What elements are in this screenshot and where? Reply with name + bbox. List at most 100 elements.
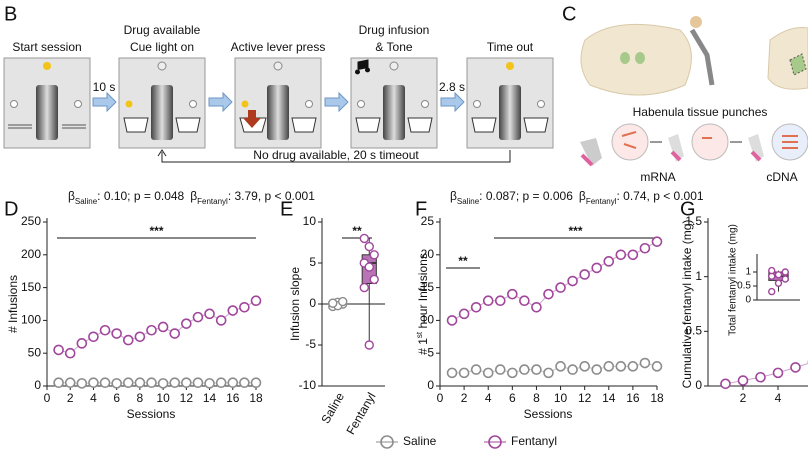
x-tick-label: 4 [90,391,97,405]
x-tick-label: 18 [249,391,263,405]
y-tick-label: 100 [21,313,41,327]
data-point [482,295,494,307]
x-axis-label: Sessions [524,407,573,421]
caption: mRNA [640,170,675,184]
data-point [768,266,776,275]
data-point [169,377,181,389]
data-point [88,377,99,389]
data-point [543,367,554,379]
data-point [364,241,374,252]
data-point [458,367,470,379]
step-label: Cue light on [130,40,194,54]
y-tick-label: 0.5 [737,281,751,292]
step-label: & Tone [375,40,412,54]
data-point [651,361,663,372]
data-point [603,361,615,372]
stats: βSaline: 0.087; p = 0.006 βFentanyl: 0.74… [450,189,704,205]
loop-label: No drug available, 20 s timeout [253,148,419,162]
x-tick-label: 14 [203,391,217,405]
data-point [627,361,639,372]
data-point [64,347,76,359]
x-tick-label: 2 [67,391,74,405]
delay-label: 10 s [93,80,116,94]
y-tick-label: -10 [299,378,317,392]
x-tick-label: 12 [180,391,194,405]
data-point [639,242,651,254]
text-part: : 0.74, p < 0.001 [617,189,704,203]
data-point [192,311,204,323]
data-point [88,331,99,343]
data-point [615,249,627,261]
data-point [470,364,482,375]
data-point [169,328,181,339]
text-part: st [415,331,424,338]
y-tick-label: 5 [427,345,434,359]
data-point [720,378,731,390]
data-point [76,378,88,389]
y-tick-label: 1 [695,269,702,283]
panel-label: C [562,3,576,25]
caption: Habenula tissue punches [633,105,768,119]
data-point [239,377,250,389]
data-point [774,271,783,279]
panel-label: G [680,198,696,220]
x-tick-label: 18 [650,391,664,405]
data-point [359,233,369,244]
lever-slots [36,85,521,140]
data-point [250,377,262,389]
y-tick-label: 20 [421,247,435,261]
data-point [519,364,530,375]
data-point [338,296,348,307]
data-point [146,377,157,389]
data-point [76,338,88,349]
text-part: : 3.79, p < 0.001 [228,189,315,203]
x-tick-label: 10 [554,391,568,405]
data-point [494,295,506,307]
y-tick-label: 15 [421,280,435,294]
loop-arrow [157,149,511,163]
delay-label: 2.8 s [439,80,465,94]
y-axis-label: Total fentanyl intake (mg) [728,224,739,336]
y-tick-label: -5 [305,337,316,351]
data-point [215,377,227,389]
data-point [99,377,111,389]
y-axis-label: Cumulative fentanyl intake (mg) [680,220,694,389]
text-part: β [450,189,457,203]
data-point [470,301,482,313]
y-tick-label: 1 [745,267,751,278]
panel-label: E [280,198,293,220]
data-point [369,274,379,285]
x-tick-label: 2 [461,391,468,405]
text-part: : 0.10; p = 0.048 [97,189,184,203]
data-point [790,362,801,373]
x-tick-label: 6 [113,391,120,405]
data-point [134,377,146,389]
data-point [111,328,122,339]
y-tick-label: 0 [34,378,41,392]
panel-label: B [4,3,17,25]
data-point [579,361,590,372]
data-point [64,377,76,389]
step-label: Start session [12,40,81,54]
data-point [567,364,578,375]
x-tick-label: Saline [318,390,347,426]
series-line [451,241,658,321]
step-label: Active lever press [231,40,326,54]
y-tick-label: 0 [745,295,751,306]
data-point [99,324,111,336]
data-point [192,377,204,389]
data-point [579,269,590,280]
data-point [774,279,783,287]
data-point [507,367,518,379]
data-point [215,315,227,326]
y-tick-label: 10 [421,313,435,327]
data-point [772,367,784,379]
significance: ** [458,254,468,268]
data-point [359,282,369,293]
y-tick-label: 1.5 [685,214,702,228]
step-label: Drug infusion [359,23,430,37]
data-point [755,371,766,383]
data-point [122,377,134,389]
data-point [615,361,627,372]
text-part: β [190,189,197,203]
